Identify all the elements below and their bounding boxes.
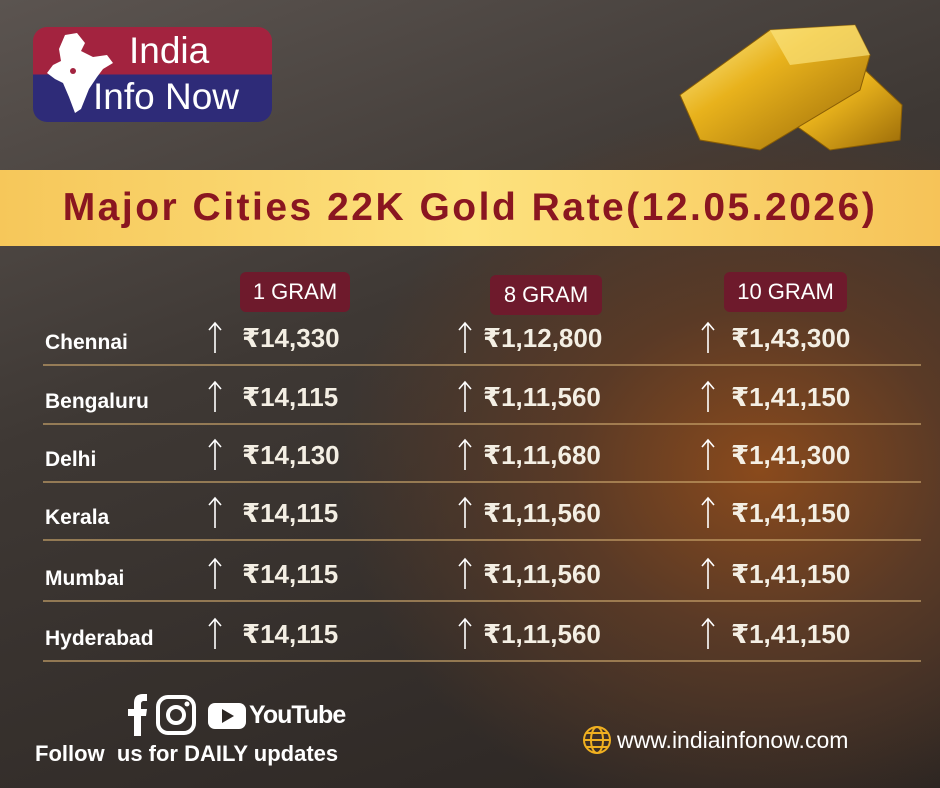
follow-text: Follow us for DAILY updates (35, 741, 339, 766)
rate-value: ₹14,115 (242, 619, 338, 649)
city-name: Kerala (45, 506, 110, 529)
logo: India Info Now (33, 27, 272, 122)
city-name: Mumbai (45, 567, 124, 590)
up-arrow (701, 557, 715, 589)
up-arrow (701, 321, 715, 353)
rate-value: ₹1,41,300 (731, 440, 850, 470)
rate-value: ₹1,41,150 (731, 498, 850, 528)
title-band: Major Cities 22K Gold Rate(12.05.2026) (0, 170, 940, 246)
rate-value: ₹1,11,560 (483, 619, 601, 649)
rate-value: ₹14,130 (242, 440, 340, 470)
india-map (47, 33, 113, 113)
up-arrow (701, 438, 715, 470)
city-name: Chennai (45, 331, 128, 354)
website: www.indiainfonow.com (617, 727, 849, 753)
up-arrow (701, 496, 715, 528)
up-arrow (208, 438, 222, 470)
up-arrow (458, 617, 472, 649)
rate-value: ₹1,41,150 (731, 619, 850, 649)
rate-value: ₹14,115 (242, 382, 338, 412)
rate-value: ₹1,11,560 (483, 382, 601, 412)
youtube-label: YouTube (249, 701, 346, 729)
rate-value: ₹1,12,800 (483, 323, 602, 353)
rate-value: ₹1,11,560 (483, 498, 601, 528)
rate-value: ₹1,11,680 (483, 440, 601, 470)
up-arrow (458, 557, 472, 589)
globe-icon (583, 726, 611, 754)
table-rows: Chennai ₹14,330 ₹1,12,800 ₹1,43,300 Bengalur… (43, 321, 921, 662)
column-header: 10 GRAM (724, 272, 847, 312)
city-name: Delhi (45, 448, 96, 471)
up-arrow (208, 557, 222, 589)
up-arrow (208, 321, 222, 353)
up-arrow (208, 496, 222, 528)
rate-value: ₹1,41,150 (731, 382, 850, 412)
rate-value: ₹14,330 (242, 323, 340, 353)
logo-line2: Info Now (93, 76, 240, 117)
rate-value: ₹14,115 (242, 498, 338, 528)
rate-value: ₹1,11,560 (483, 559, 601, 589)
up-arrow (458, 380, 472, 412)
title: Major Cities 22K Gold Rate(12.05.2026) (62, 186, 878, 229)
column-header: 1 GRAM (240, 272, 350, 312)
up-arrow (701, 617, 715, 649)
up-arrow (458, 321, 472, 353)
rate-value: ₹1,43,300 (731, 323, 850, 353)
rate-value: ₹14,115 (242, 559, 338, 589)
gold-bars (679, 24, 903, 151)
column-header: 8 GRAM (490, 275, 602, 315)
up-arrow (208, 617, 222, 649)
up-arrow (701, 380, 715, 412)
up-arrow (458, 438, 472, 470)
city-name: Bengaluru (45, 390, 149, 413)
social-icons (128, 694, 246, 736)
logo-line1: India (129, 30, 210, 71)
city-name: Hyderabad (45, 627, 154, 650)
up-arrow (458, 496, 472, 528)
rate-value: ₹1,41,150 (731, 559, 850, 589)
up-arrow (208, 380, 222, 412)
